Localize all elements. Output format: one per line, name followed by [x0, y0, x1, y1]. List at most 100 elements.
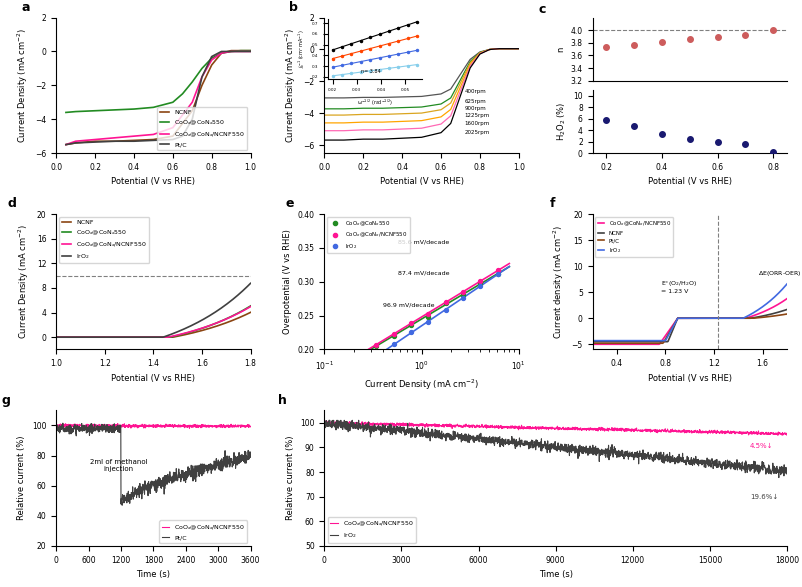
NCNF: [763, 311, 772, 318]
CoO$_x$@CoN$_x$/NCNF550: [245, 423, 255, 430]
CoO$_x$@CoN$_x$/NCNF550: [130, 423, 140, 430]
CoO$_x$@CoN$_x$550: [90, 107, 99, 114]
Pt/C: [61, 141, 71, 148]
CoO$_x$@CoN$_x$/NCNF550: [148, 131, 158, 138]
Point: [404, 320, 417, 329]
Point: [334, 360, 347, 369]
Point: [491, 265, 504, 275]
CoO$_x$@CoN$_x$/NCNF550: [763, 306, 772, 313]
Pt/C: [226, 48, 236, 55]
CoO$_x$@CoN$_x$/NCNF550: [59, 333, 69, 340]
CoO$_x$@CoN$_x$/NCNF550: [87, 333, 97, 340]
CoO$_x$@CoN$_x$550: [103, 333, 112, 340]
X-axis label: Potential (V vs RHE): Potential (V vs RHE): [647, 374, 731, 383]
IrO$_2$: [343, 429, 353, 436]
CoO$_x$@CoN$_x$/NCNF550: [776, 431, 786, 438]
Y-axis label: Current Density (mA cm$^{-2}$): Current Density (mA cm$^{-2}$): [15, 28, 30, 143]
CoO$_x$@CoN$_x$/NCNF550: [103, 333, 112, 340]
Text: 4.5%↓: 4.5%↓: [749, 443, 772, 450]
Pt/C: [781, 311, 791, 318]
IrO$_2$: [763, 299, 772, 306]
CoO$_x$@CoN$_x$/NCNF550: [683, 429, 693, 436]
Text: 1225rpm: 1225rpm: [464, 113, 489, 119]
NCNF: [751, 313, 760, 321]
Text: 19.6%↓: 19.6%↓: [749, 494, 777, 500]
Line: CoO$_x$@CoN$_x$/NCNF550: CoO$_x$@CoN$_x$/NCNF550: [324, 421, 786, 435]
Text: b: b: [289, 1, 298, 14]
X-axis label: Time (s): Time (s): [538, 570, 572, 579]
X-axis label: Potential (V vs RHE): Potential (V vs RHE): [111, 374, 195, 383]
CoO$_x$@CoN$_x$550: [148, 104, 158, 111]
Legend: NCNF, CoO$_x$@CoN$_x$550, CoO$_x$@CoN$_x$/NCNF550, Pt/C: NCNF, CoO$_x$@CoN$_x$550, CoO$_x$@CoN$_x…: [157, 107, 247, 150]
IrO$_2$: [587, 337, 597, 344]
Text: f: f: [549, 197, 555, 210]
Text: e: e: [286, 197, 294, 210]
NCNF: [588, 338, 597, 345]
Point: [370, 342, 383, 351]
CoO$_x$@CoN$_x$/NCNF550: [226, 48, 236, 55]
Pt/C: [207, 461, 217, 468]
Text: E°(O$_2$/H$_2$O)
= 1.23 V: E°(O$_2$/H$_2$O) = 1.23 V: [660, 279, 695, 294]
NCNF: [781, 306, 791, 313]
Legend: CoO$_x$@CoN$_x$/NCNF550, IrO$_2$: CoO$_x$@CoN$_x$/NCNF550, IrO$_2$: [327, 517, 415, 543]
Pt/C: [245, 48, 255, 55]
Pt/C: [129, 138, 139, 145]
X-axis label: Potential (V vs RHE): Potential (V vs RHE): [111, 177, 195, 186]
Text: 87.4 mV/decade: 87.4 mV/decade: [398, 271, 449, 276]
NCNF: [90, 138, 99, 145]
NCNF: [226, 47, 236, 54]
Point: [439, 299, 452, 308]
CoO$_x$@CoN$_x$/NCNF550: [768, 430, 777, 437]
CoO$_x$@CoN$_x$550: [229, 312, 238, 319]
CoO$_x$@CoN$_x$/NCNF550: [343, 420, 353, 427]
Pt/C: [587, 340, 597, 347]
Pt/C: [71, 139, 80, 146]
CoO$_x$@CoN$_x$/NCNF550: [51, 421, 61, 428]
Line: IrO$_2$: IrO$_2$: [56, 284, 250, 337]
Point: [421, 309, 434, 318]
IrO$_2$: [63, 333, 73, 340]
X-axis label: Potential (V vs RHE): Potential (V vs RHE): [379, 177, 463, 186]
CoO$_x$@CoN$_x$/NCNF550: [781, 295, 791, 302]
Line: IrO$_2$: IrO$_2$: [592, 284, 786, 340]
CoO$_x$@CoN$_x$550: [71, 108, 80, 115]
CoO$_x$@CoN$_x$/NCNF550: [51, 333, 61, 340]
Y-axis label: Overpotential (V vs RHE): Overpotential (V vs RHE): [283, 230, 292, 334]
NCNF: [63, 333, 73, 340]
CoO$_x$@CoN$_x$/NCNF550: [168, 124, 177, 131]
IrO$_2$: [319, 419, 329, 426]
NCNF: [236, 313, 245, 321]
CoO$_x$@CoN$_x$550: [245, 47, 255, 54]
CoO$_x$@CoN$_x$550: [226, 48, 236, 55]
CoO$_x$@CoN$_x$/NCNF550: [702, 315, 711, 322]
CoO$_x$@CoN$_x$550: [217, 50, 226, 57]
IrO$_2$: [245, 280, 255, 287]
Point: [387, 329, 399, 339]
CoO$_x$@CoN$_x$/NCNF550: [588, 341, 597, 348]
Text: 96.9 mV/decade: 96.9 mV/decade: [383, 302, 434, 307]
IrO$_2$: [87, 333, 97, 340]
Y-axis label: Relative current (%): Relative current (%): [18, 436, 26, 521]
Point: [370, 340, 383, 349]
CoO$_x$@CoN$_x$/NCNF550: [245, 303, 255, 310]
Y-axis label: H$_2$O$_2$ (%): H$_2$O$_2$ (%): [554, 102, 567, 141]
CoO$_x$@CoN$_x$/NCNF550: [544, 424, 553, 431]
Y-axis label: Current Density (mA cm$^{-2}$): Current Density (mA cm$^{-2}$): [283, 28, 298, 143]
CoO$_x$@CoN$_x$550: [63, 333, 73, 340]
Point: [352, 352, 365, 361]
Pt/C: [236, 48, 245, 55]
NCNF: [245, 47, 255, 54]
CoO$_x$@CoN$_x$/NCNF550: [236, 48, 245, 55]
Point: [334, 361, 347, 370]
Legend: NCNF, CoO$_x$@CoN$_x$550, CoO$_x$@CoN$_x$/NCNF550, IrO$_2$: NCNF, CoO$_x$@CoN$_x$550, CoO$_x$@CoN$_x…: [59, 217, 149, 264]
CoO$_x$@CoN$_x$/NCNF550: [113, 420, 123, 427]
IrO$_2$: [59, 333, 69, 340]
Line: CoO$_x$@CoN$_x$/NCNF550: CoO$_x$@CoN$_x$/NCNF550: [592, 299, 786, 345]
Text: $\Delta$E(ORR-OER): $\Delta$E(ORR-OER): [757, 269, 800, 278]
Pt/C: [117, 502, 127, 509]
Text: 400rpm: 400rpm: [464, 89, 485, 93]
NCNF: [217, 50, 226, 57]
IrO$_2$: [768, 466, 777, 473]
Point: [421, 312, 434, 321]
Pt/C: [137, 485, 147, 492]
